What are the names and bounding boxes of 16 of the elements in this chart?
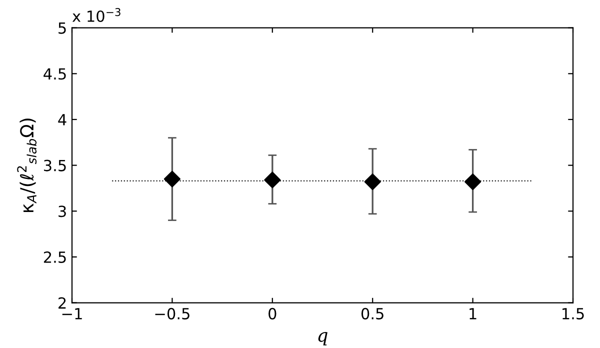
y-tick-label: 4 [58, 114, 66, 126]
x-tick-label: 0 [268, 308, 276, 320]
x-tick-label: 1 [470, 308, 476, 320]
x-tick-label: 0.5 [361, 308, 384, 320]
y-tick-label: 2 [58, 297, 66, 309]
y-tick-label: 4.5 [44, 68, 66, 80]
y-axis-title: κ$_{A}$/(ℓ$^{2}$$_{slab}$Ω) [17, 118, 37, 212]
y-tick-label: 2.5 [44, 251, 66, 263]
y-tick-label: 5 [58, 22, 66, 34]
x-tick-label: −0.5 [155, 308, 190, 320]
text: x 10$^{−3}$ [72, 8, 120, 22]
x-axis-title: q [318, 332, 328, 346]
y-tick-label: 3.5 [44, 160, 66, 172]
y-tick-label: 3 [58, 206, 66, 218]
x-tick-label: −1 [62, 308, 82, 320]
x-tick-label: 1.5 [562, 308, 584, 320]
